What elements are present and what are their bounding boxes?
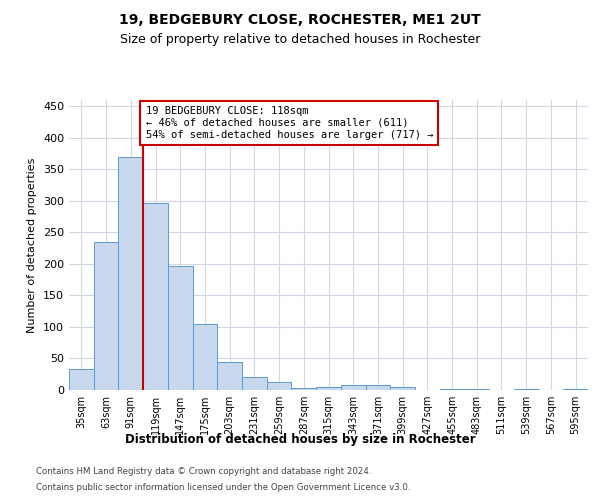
- Text: Distribution of detached houses by size in Rochester: Distribution of detached houses by size …: [125, 432, 475, 446]
- Text: 19 BEDGEBURY CLOSE: 118sqm
← 46% of detached houses are smaller (611)
54% of sem: 19 BEDGEBURY CLOSE: 118sqm ← 46% of deta…: [146, 106, 433, 140]
- Bar: [316, 387, 341, 390]
- Bar: [94, 242, 118, 390]
- Y-axis label: Number of detached properties: Number of detached properties: [28, 158, 37, 332]
- Text: 19, BEDGEBURY CLOSE, ROCHESTER, ME1 2UT: 19, BEDGEBURY CLOSE, ROCHESTER, ME1 2UT: [119, 12, 481, 26]
- Bar: [118, 156, 143, 390]
- Bar: [267, 382, 292, 390]
- Bar: [390, 388, 415, 390]
- Bar: [341, 385, 365, 390]
- Text: Size of property relative to detached houses in Rochester: Size of property relative to detached ho…: [120, 32, 480, 46]
- Bar: [242, 378, 267, 390]
- Bar: [143, 203, 168, 390]
- Text: Contains HM Land Registry data © Crown copyright and database right 2024.: Contains HM Land Registry data © Crown c…: [36, 468, 371, 476]
- Bar: [440, 388, 464, 390]
- Bar: [217, 362, 242, 390]
- Bar: [168, 266, 193, 390]
- Bar: [193, 324, 217, 390]
- Text: Contains public sector information licensed under the Open Government Licence v3: Contains public sector information licen…: [36, 482, 410, 492]
- Bar: [292, 388, 316, 390]
- Bar: [69, 369, 94, 390]
- Bar: [365, 385, 390, 390]
